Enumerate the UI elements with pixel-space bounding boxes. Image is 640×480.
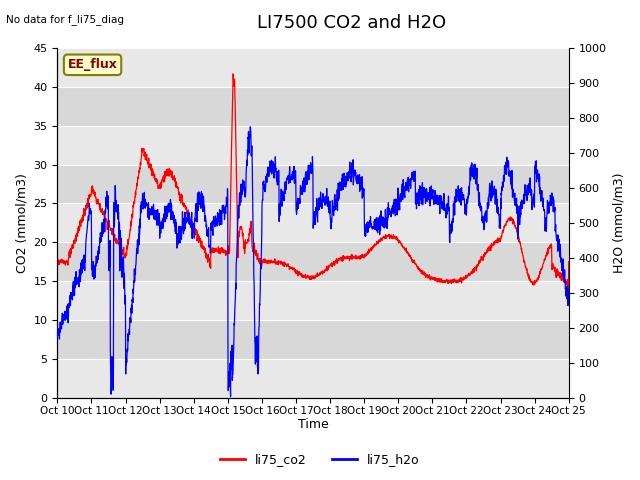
Bar xyxy=(58,242,569,281)
Bar xyxy=(58,320,569,359)
Y-axis label: H2O (mmol/m3): H2O (mmol/m3) xyxy=(612,173,625,273)
Text: EE_flux: EE_flux xyxy=(68,58,118,72)
Bar xyxy=(58,48,569,87)
Bar xyxy=(58,281,569,320)
Bar xyxy=(58,126,569,165)
Text: No data for f_li75_diag: No data for f_li75_diag xyxy=(6,14,124,25)
Bar xyxy=(58,204,569,242)
Y-axis label: CO2 (mmol/m3): CO2 (mmol/m3) xyxy=(15,173,28,273)
Legend: li75_co2, li75_h2o: li75_co2, li75_h2o xyxy=(215,448,425,471)
Bar xyxy=(58,165,569,204)
Bar xyxy=(58,87,569,126)
X-axis label: Time: Time xyxy=(298,419,328,432)
Text: LI7500 CO2 and H2O: LI7500 CO2 and H2O xyxy=(257,14,447,33)
Bar xyxy=(58,359,569,398)
